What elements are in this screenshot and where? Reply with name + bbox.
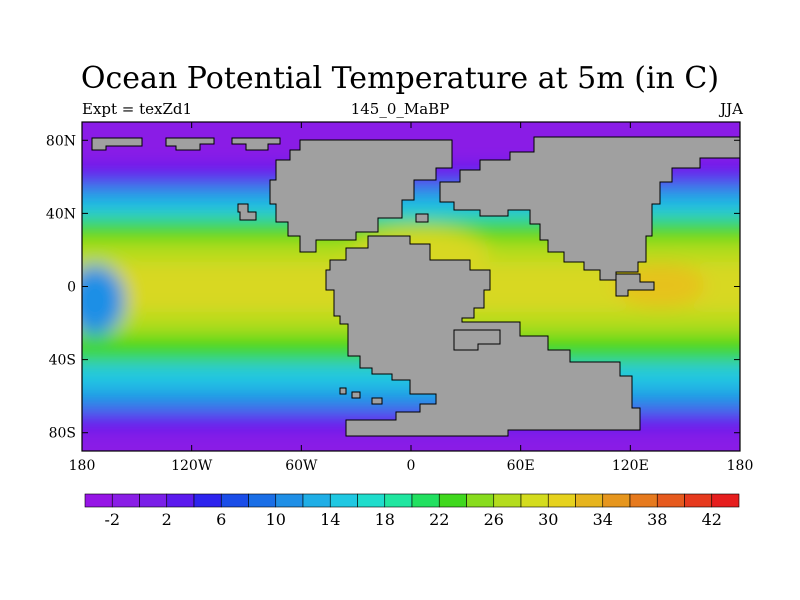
landmass-eurasia bbox=[439, 136, 740, 281]
lat-tick-label: 40S bbox=[49, 353, 76, 369]
lat-tick-label: 40N bbox=[46, 206, 76, 222]
lat-tick-label: 80N bbox=[46, 133, 76, 149]
lon-tick-label: 60E bbox=[507, 458, 535, 474]
colorbar-swatch bbox=[384, 493, 413, 508]
colorbar-swatch bbox=[166, 493, 195, 508]
island-arctic-central bbox=[165, 137, 215, 151]
lon-tick-label: 60W bbox=[285, 458, 318, 474]
colorbar-swatch bbox=[411, 493, 440, 508]
lat-tick-label: 80S bbox=[49, 426, 76, 442]
map-axes: 180 120W 60W 0 60E 120E 180 80N 40N 0 40S 80S bbox=[46, 122, 753, 474]
colorbar-swatch bbox=[248, 493, 277, 508]
colorbar-label: 2 bbox=[162, 510, 172, 529]
landmasses bbox=[91, 136, 740, 437]
colorbar-swatch bbox=[111, 493, 140, 508]
colorbar-swatch bbox=[520, 493, 549, 508]
colorbar-label: -2 bbox=[104, 510, 120, 529]
colorbar-swatch bbox=[438, 493, 467, 508]
colorbar-label: 26 bbox=[484, 510, 504, 529]
island-caribbean bbox=[237, 203, 257, 221]
landmass-southeast-asia bbox=[615, 273, 655, 297]
colorbar-label: 6 bbox=[216, 510, 226, 529]
island-arctic-east bbox=[231, 137, 281, 151]
colorbar-swatch bbox=[547, 493, 576, 508]
colorbar-swatch bbox=[220, 493, 249, 508]
colorbar-swatch bbox=[656, 493, 685, 508]
colorbar-swatch bbox=[575, 493, 604, 508]
map-plot-area bbox=[82, 122, 740, 451]
experiment-label: Expt = texZd1 bbox=[82, 100, 193, 118]
island-arctic-west bbox=[91, 137, 143, 151]
colorbar-swatch bbox=[602, 493, 631, 508]
island-tethys bbox=[415, 213, 429, 223]
colorbar-label: 10 bbox=[266, 510, 286, 529]
island-southern-b bbox=[371, 397, 383, 405]
colorbar-label: 14 bbox=[320, 510, 340, 529]
season-label: JJA bbox=[720, 100, 743, 118]
lon-tick-label: 180 bbox=[69, 458, 96, 474]
colorbar: -2 2 6 10 14 18 22 26 30 34 38 42 bbox=[84, 493, 740, 529]
colorbar-swatch bbox=[329, 493, 358, 508]
colorbar-label: 34 bbox=[593, 510, 613, 529]
colorbar-swatch bbox=[357, 493, 386, 508]
period-label: 145_0_MaBP bbox=[350, 100, 450, 118]
colorbar-swatch bbox=[466, 493, 495, 508]
colorbar-swatch bbox=[711, 493, 740, 508]
colorbar-label: 38 bbox=[647, 510, 667, 529]
island-antarctic-coast bbox=[339, 387, 347, 395]
lon-tick-label: 0 bbox=[407, 458, 416, 474]
colorbar-swatch bbox=[193, 493, 222, 508]
colorbar-label: 30 bbox=[538, 510, 558, 529]
lon-tick-label: 120E bbox=[612, 458, 649, 474]
lon-tick-label: 120W bbox=[171, 458, 213, 474]
colorbar-swatch bbox=[493, 493, 522, 508]
colorbar-swatch bbox=[275, 493, 304, 508]
colorbar-label: 22 bbox=[429, 510, 449, 529]
colorbar-swatch bbox=[302, 493, 331, 508]
colorbar-swatch bbox=[84, 493, 113, 508]
colorbar-label: 42 bbox=[702, 510, 722, 529]
plot-title: Ocean Potential Temperature at 5m (in C) bbox=[80, 61, 720, 96]
lon-tick-label: 180 bbox=[727, 458, 754, 474]
landmass-north-america bbox=[269, 139, 453, 253]
landmass-india-plate bbox=[453, 329, 501, 351]
colorbar-swatch bbox=[629, 493, 658, 508]
lat-tick-label: 0 bbox=[67, 280, 76, 296]
colorbar-swatch bbox=[684, 493, 713, 508]
island-southern-a bbox=[351, 391, 361, 399]
colorbar-label: 18 bbox=[375, 510, 395, 529]
colorbar-swatch bbox=[139, 493, 168, 508]
cold-tongue bbox=[82, 265, 125, 335]
